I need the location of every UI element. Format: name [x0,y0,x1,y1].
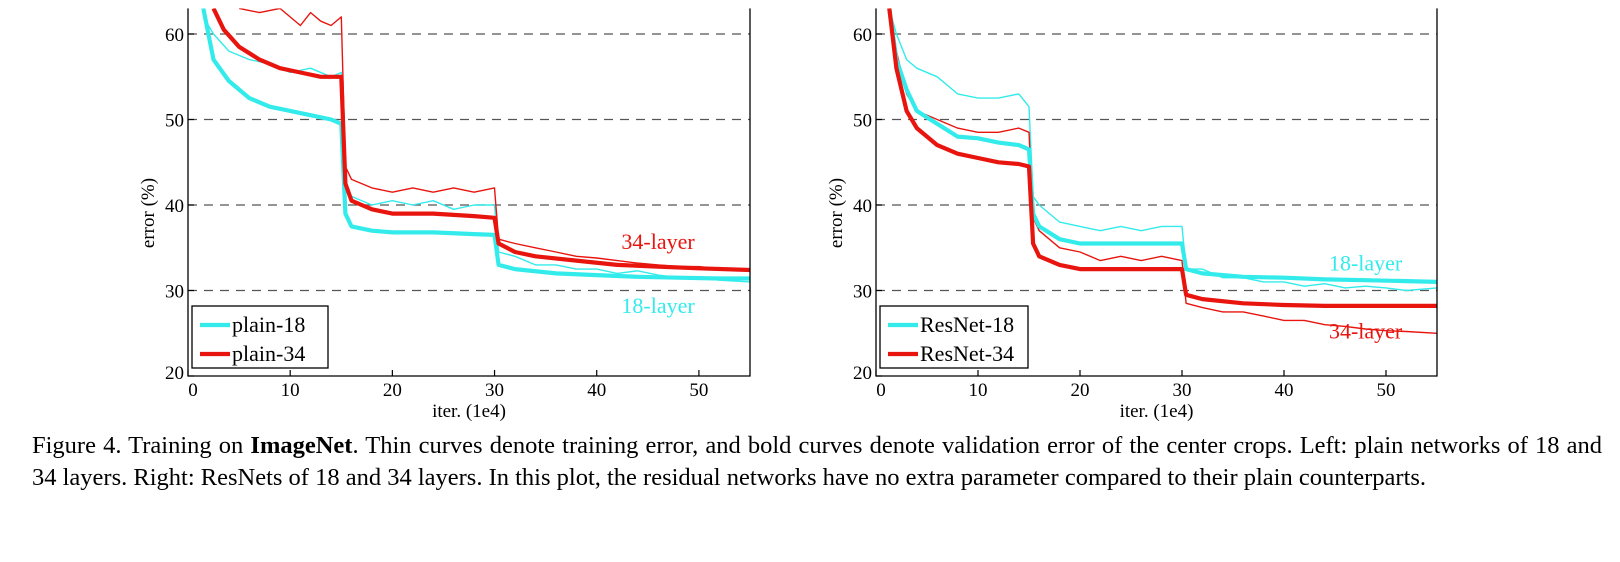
x-tick-label: 50 [1377,380,1396,401]
y-tick-label: 30 [165,282,184,303]
x-tick-label: 20 [383,380,402,401]
y-tick-label: 60 [165,25,184,46]
x-tick-label: 0 [188,380,198,401]
annotation-18-layer: 18-layer [621,293,695,318]
figure-caption: Figure 4. Training on ImageNet. Thin cur… [32,430,1602,494]
x-tick-label: 0 [876,380,886,401]
series-plain-34-train [238,8,750,272]
x-tick-label: 50 [689,380,708,401]
y-tick-label: 20 [853,363,872,384]
x-axis-label: iter. (1e4) [1120,401,1194,422]
legend-label: plain-18 [232,312,305,337]
caption-post: . Thin curves denote training error, and… [32,432,1603,491]
y-tick-label: 50 [165,111,184,132]
x-tick-label: 10 [969,380,988,401]
y-tick-label: 50 [853,111,872,132]
right-chart-resnet: 0 10 20 30 40 50 20 30 40 50 60 iter. (1e4) error (%… [826,8,1438,422]
series-resnet-18 [887,8,1437,284]
x-tick-label: 20 [1071,380,1090,401]
legend-box [879,305,1029,369]
axes-frame [187,8,751,377]
x-tick-label: 30 [1173,380,1192,401]
x-tick-label: 40 [587,380,606,401]
legend-label: ResNet-34 [920,341,1014,366]
left-chart-plain: 0 10 20 30 40 50 20 30 40 50 60 iter. (1e4) error (%… [138,8,751,422]
annotation-34-layer: 34-layer [1329,319,1403,344]
y-axis-label: error (%) [826,178,847,248]
caption-pre: Training on [121,432,251,459]
legend-label: plain-34 [232,341,305,366]
series-plain-18-train [202,16,750,283]
series-resnet-18-train [888,8,1437,292]
series-plain-34 [211,8,750,273]
annotation-18-layer: 18-layer [1329,250,1403,275]
series-resnet-34-train [888,8,1437,334]
legend-label: ResNet-18 [920,312,1014,337]
caption-bold: ImageNet [250,432,353,459]
annotation-34-layer: 34-layer [621,229,695,254]
series-resnet-34 [887,8,1437,308]
y-tick-label: 40 [165,196,184,217]
x-tick-label: 40 [1275,380,1294,401]
legend-box [191,305,329,369]
figure-charts: 0 10 20 30 40 50 20 30 40 50 60 iter. (1e4) error (%… [138,8,1438,422]
y-tick-label: 30 [853,282,872,303]
x-tick-label: 10 [281,380,300,401]
y-tick-label: 60 [853,25,872,46]
x-tick-label: 30 [485,380,504,401]
x-axis-label: iter. (1e4) [432,401,506,422]
axes-frame [875,8,1438,377]
series-plain-18 [201,8,750,281]
caption-label: Figure 4. [32,432,122,459]
y-tick-label: 20 [165,363,184,384]
y-tick-label: 40 [853,196,872,217]
y-axis-label: error (%) [138,178,159,248]
